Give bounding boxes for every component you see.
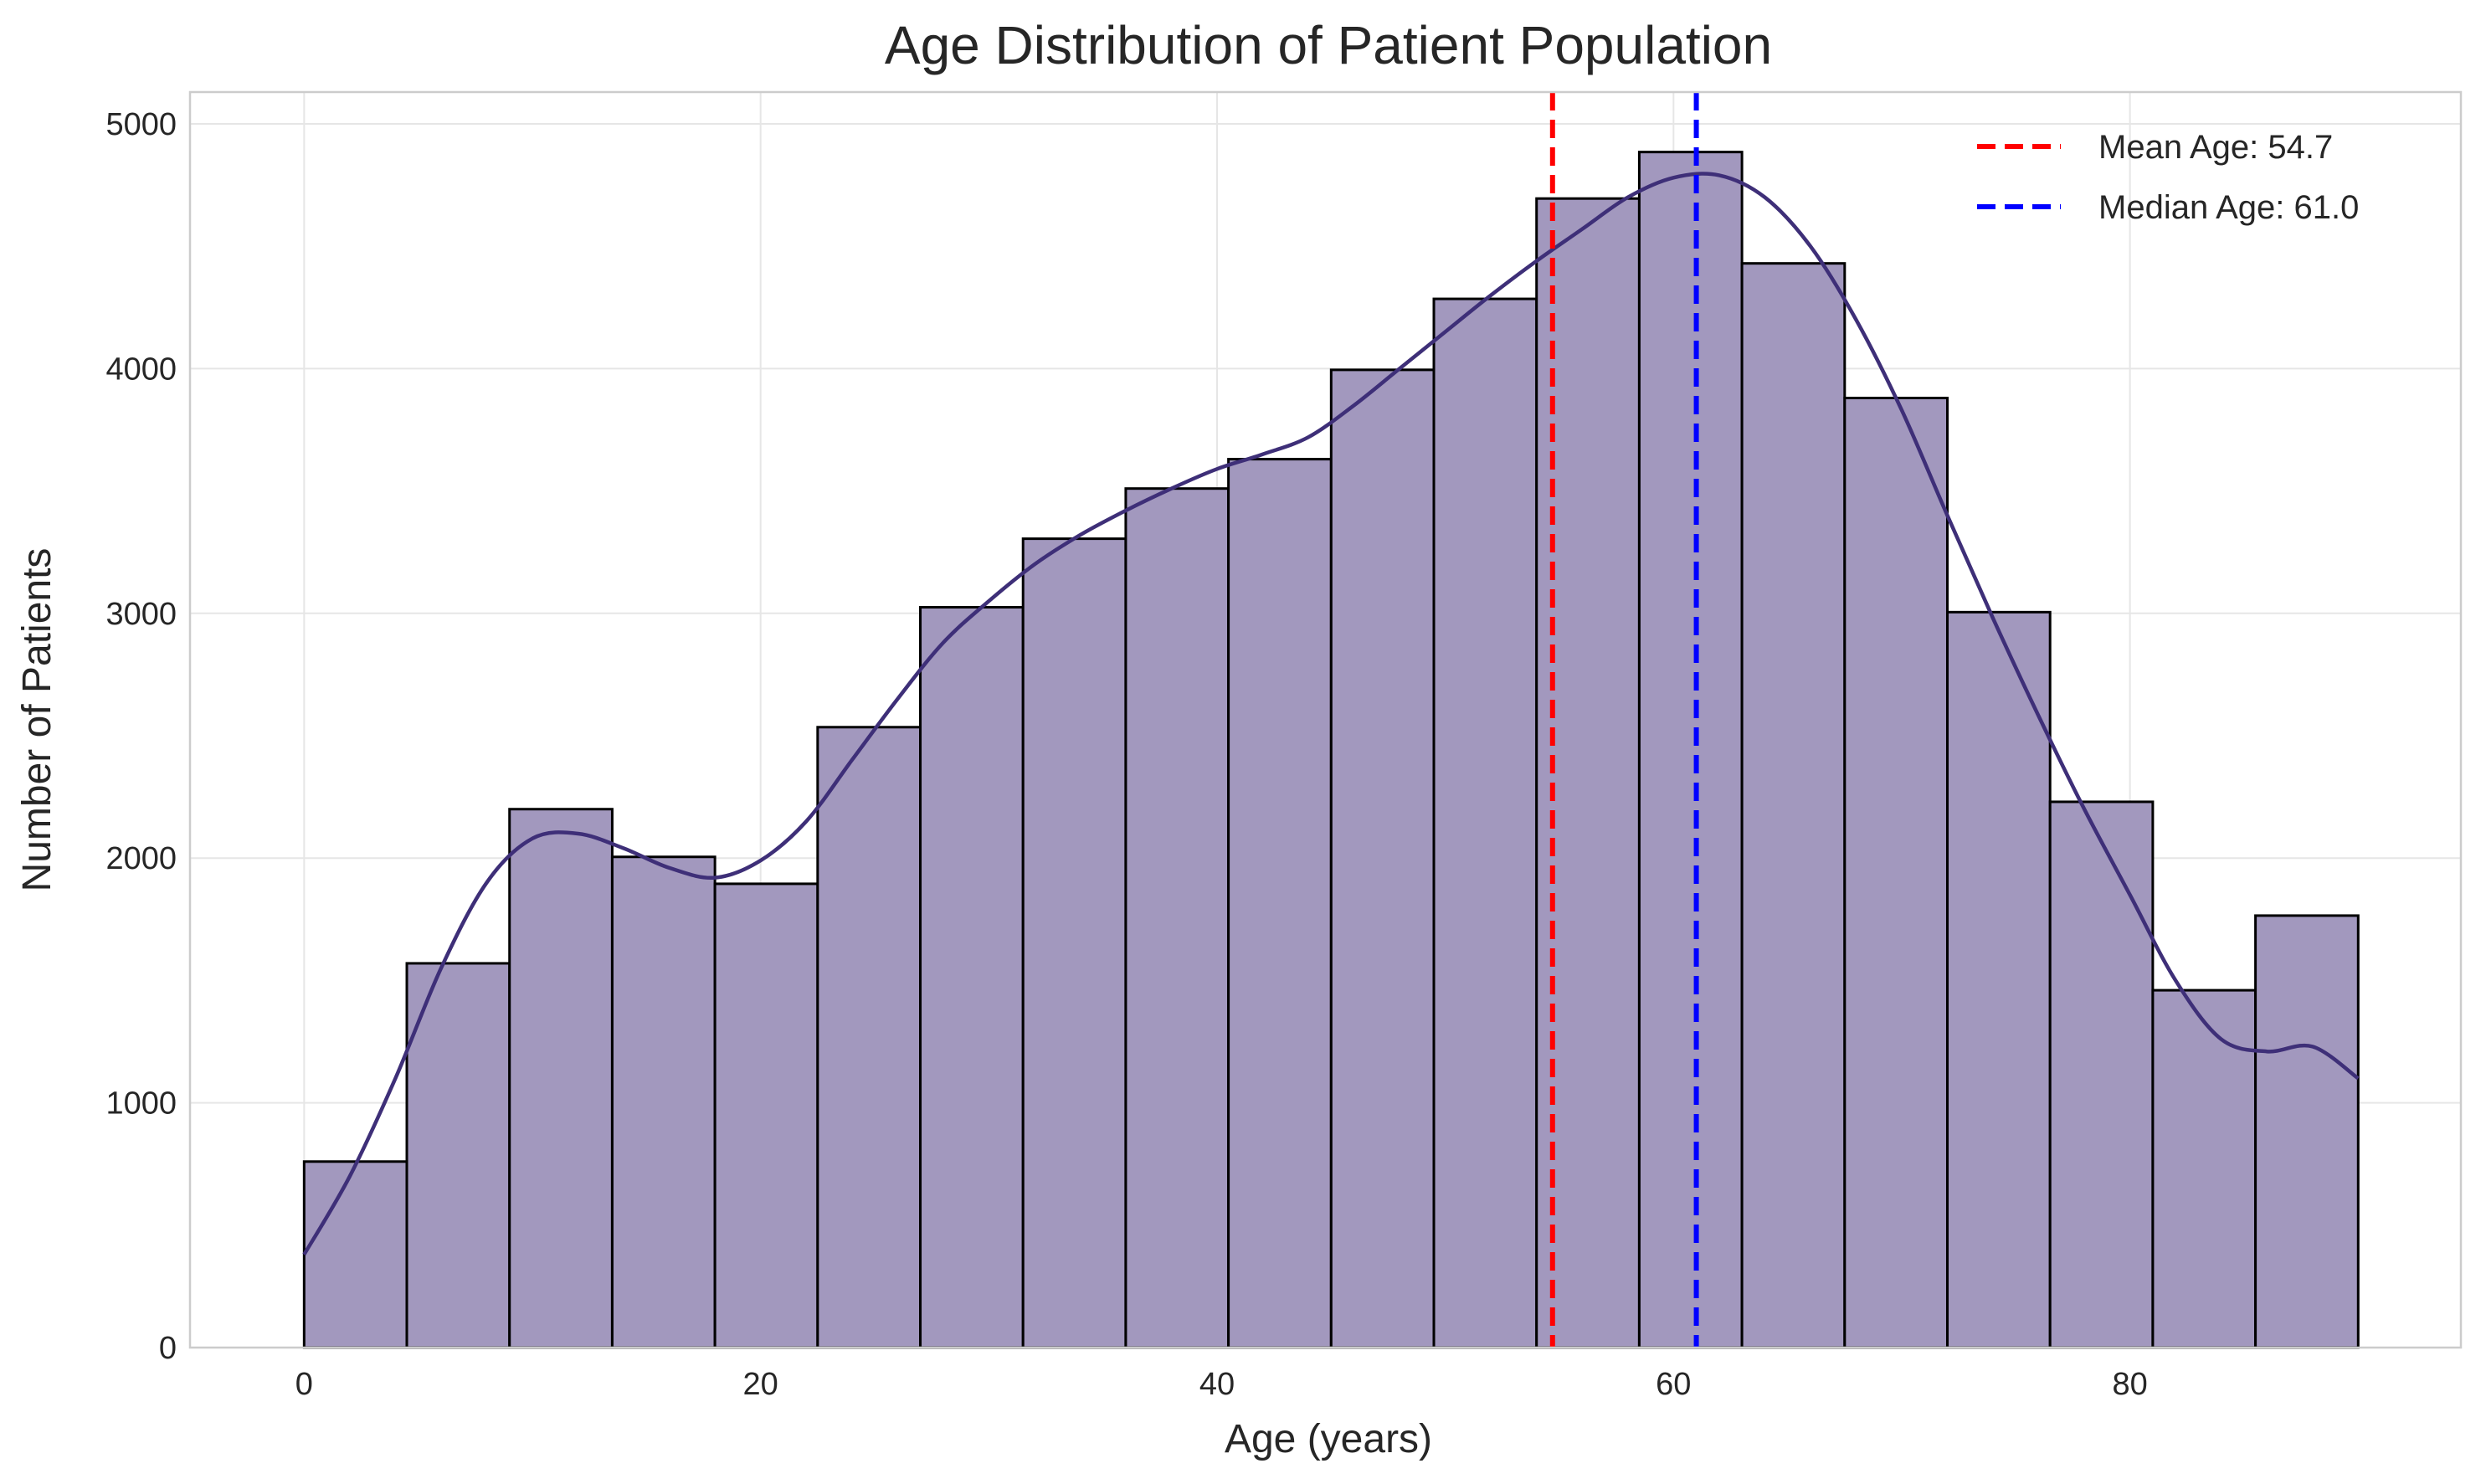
x-tick-label: 0 (295, 1367, 313, 1402)
chart-title: Age Distribution of Patient Population (885, 15, 1772, 75)
histogram-bar (816, 726, 922, 1349)
x-tick-label: 40 (1199, 1367, 1235, 1402)
histogram-bar (2048, 800, 2155, 1349)
y-tick-label: 2000 (105, 841, 177, 876)
x-tick-label: 20 (743, 1367, 778, 1402)
histogram-bar (1124, 487, 1230, 1349)
y-tick-label: 3000 (105, 597, 177, 632)
histogram-bar (1740, 262, 1847, 1349)
histogram-bar (610, 855, 717, 1349)
x-tick-label: 80 (2112, 1367, 2147, 1402)
histogram-bar (1227, 458, 1333, 1349)
histogram-bar (1021, 537, 1127, 1349)
reference-lines (1549, 92, 1699, 1348)
histogram-bar (302, 1160, 408, 1349)
x-tick-label: 60 (1656, 1367, 1691, 1402)
histogram-bar (2254, 914, 2360, 1349)
histogram-bar (713, 882, 819, 1349)
histogram-bar (405, 962, 511, 1349)
y-tick-label: 4000 (105, 352, 177, 387)
kde-curve (302, 172, 2360, 1256)
x-axis-label: Age (years) (1225, 1417, 1432, 1461)
histogram-bar (1432, 297, 1538, 1349)
x-axis-ticks: 0 20 40 60 80 (295, 1367, 2148, 1402)
y-axis-label: Number of Patients (15, 548, 59, 892)
y-tick-label: 1000 (105, 1086, 177, 1122)
histogram-bar (1637, 151, 1744, 1349)
kde-curve-group (302, 172, 2360, 1256)
histogram-bar (1329, 368, 1436, 1349)
histogram-bar (1946, 610, 2052, 1349)
legend: Mean Age: 54.7 Median Age: 61.0 (1977, 129, 2359, 226)
histogram-bar (919, 605, 1025, 1349)
histogram-bar (1843, 396, 1949, 1349)
histogram-bar (508, 808, 614, 1349)
legend-label: Median Age: 61.0 (2098, 189, 2359, 226)
histogram-bar (2151, 988, 2257, 1349)
y-tick-label: 5000 (105, 107, 177, 142)
y-axis-ticks: 0 1000 2000 3000 4000 5000 (105, 107, 177, 1366)
legend-label: Mean Age: 54.7 (2098, 129, 2333, 166)
plot-frame (188, 90, 2463, 1349)
y-tick-label: 0 (159, 1331, 177, 1366)
histogram-bars (302, 151, 2360, 1349)
